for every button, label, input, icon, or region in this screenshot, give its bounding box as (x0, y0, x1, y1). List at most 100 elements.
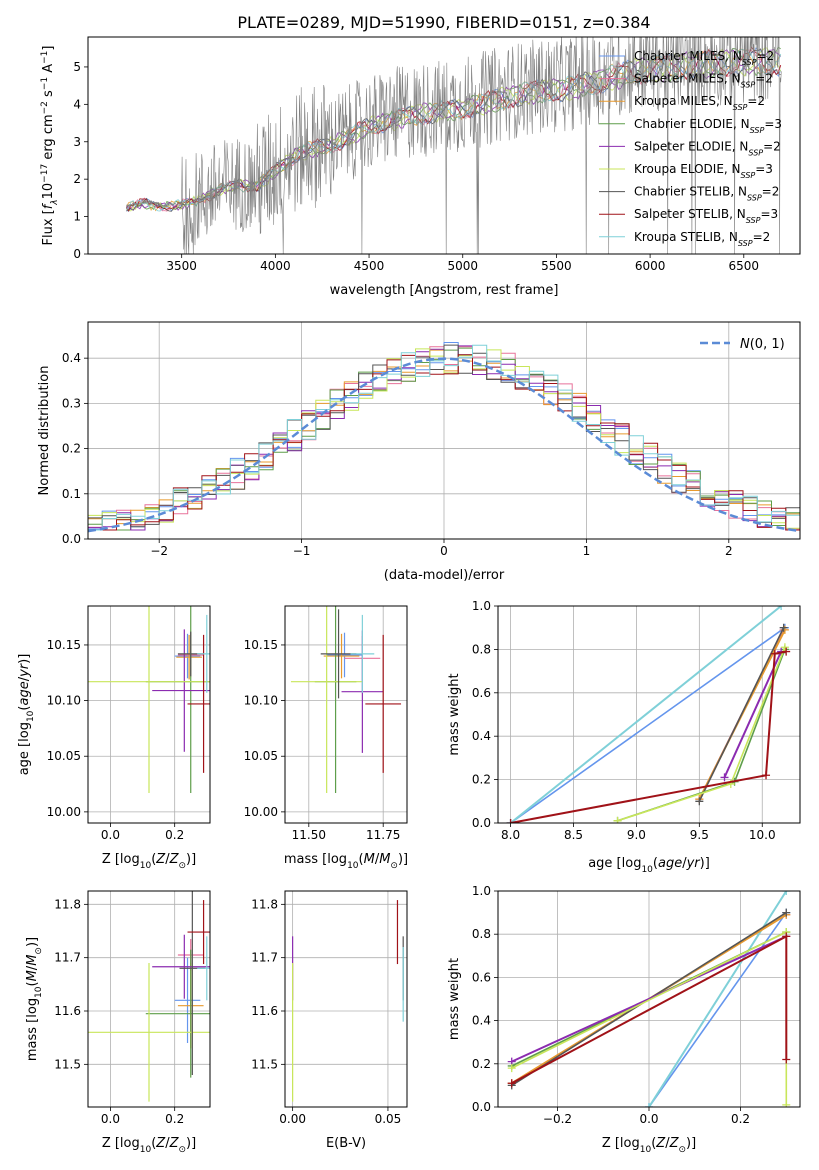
errorbar-point (152, 934, 210, 999)
errorbar-point (197, 936, 210, 1001)
mass_vs_ebv-plot-area (285, 891, 407, 1107)
errorbar-point (326, 632, 363, 678)
x-axis-label: Z [log10(Z/Z⊙)] (102, 852, 196, 871)
errorbar-point (290, 606, 363, 793)
massweight_vs_Z-marks (507, 891, 791, 1107)
massweight_vs_age-marks (506, 606, 791, 823)
x-axis-label: Z [log10(Z/Z⊙)] (102, 1136, 196, 1155)
y-tick-label: 10.15 (244, 638, 278, 652)
massweight_vs_Z-plot-area (498, 890, 800, 1108)
y-axis-label: Normed distribution (37, 366, 52, 496)
mass-weight-line (510, 650, 787, 823)
errorbar-point (187, 900, 210, 965)
legend: Chabrier MILES, NSSP=2 Salpeter MILES, NS… (599, 49, 782, 247)
x-tick-label: −2 (150, 544, 168, 558)
y-tick-label: 11.7 (251, 951, 278, 965)
spectrum-frame (87, 36, 801, 255)
mass-weight-line (510, 627, 786, 823)
mass-weight-marker (507, 1079, 516, 1088)
mass-weight-series (506, 647, 791, 823)
x-tick-label: 11.75 (366, 828, 400, 842)
x-axis-label: (data-model)/error (384, 568, 505, 583)
legend-label: Salpeter ELODIE, NSSP=2 (634, 139, 781, 157)
y-tick-label: 0.8 (472, 927, 491, 941)
y-tick-label: 0.6 (472, 970, 491, 984)
mass-weight-marker (720, 773, 729, 782)
y-tick-label: 10.10 (47, 694, 81, 708)
y-axis-label: Flux [fλ10−17 erg cm−2 s−1 A−1] (40, 46, 60, 246)
mass_vs_ebv-grid (285, 891, 407, 1107)
mass-weight-marker (645, 1103, 653, 1107)
y-tick-label: 0.4 (472, 1014, 491, 1028)
errorbar-point (187, 634, 210, 773)
y-tick-label: 5 (73, 60, 81, 74)
errorbar-point (145, 949, 210, 1078)
spectrum-marks (126, 37, 782, 254)
y-tick-label: 11.5 (54, 1057, 81, 1071)
errorbar-point (174, 957, 201, 1043)
y-tick-label: 1 (73, 210, 81, 224)
y-tick-label: 0.3 (62, 396, 81, 410)
y-tick-label: 10.15 (47, 638, 81, 652)
observed-spectrum-line (126, 37, 782, 254)
y-tick-label: 0.4 (62, 351, 81, 365)
x-tick-label: 0 (440, 544, 448, 558)
x-tick-label: 8.0 (501, 828, 520, 842)
mass_vs_ebv-panel: 0.00 0.05 11.5 11.6 11.7 11.8 E(B-V) (251, 890, 408, 1151)
x-tick-label: 9.5 (690, 828, 709, 842)
x-tick-label: 6000 (635, 259, 666, 273)
mass_vs_Z-frame (87, 890, 211, 1108)
errorbar-point (88, 963, 210, 1102)
errorbar-point (350, 614, 375, 693)
x-tick-label: 8.5 (564, 828, 583, 842)
y-tick-label: 0.4 (472, 729, 491, 743)
massweight_vs_age-panel: 8.0 8.5 9.0 9.5 10.0 0.0 0.2 0.4 0.6 0.8 1.0 age [l… (447, 599, 801, 875)
y-tick-label: 10.05 (244, 749, 278, 763)
y-tick-label: 10.00 (47, 805, 81, 819)
x-tick-label: 0.0 (101, 828, 120, 842)
x-tick-label: 0.0 (639, 1112, 658, 1126)
y-axis-label: mass [log10(M/M⊙)] (25, 937, 44, 1061)
age_vs_Z-marks (88, 606, 210, 793)
mass-weight-marker (777, 606, 786, 610)
mass-weight-line (723, 651, 783, 778)
y-tick-label: 11.5 (251, 1057, 278, 1071)
x-tick-label: 4000 (260, 259, 291, 273)
y-tick-label: 11.8 (251, 897, 278, 911)
y-tick-label: 10.00 (244, 805, 278, 819)
y-tick-label: 0 (73, 247, 81, 261)
y-tick-label: 1.0 (472, 599, 491, 613)
y-tick-label: 11.6 (54, 1004, 81, 1018)
mass-weight-marker (762, 771, 771, 780)
residuals-marks (88, 342, 800, 533)
x-tick-label: 0.2 (165, 1112, 184, 1126)
mass-weight-marker (695, 797, 704, 806)
x-tick-label: 6500 (729, 259, 760, 273)
mass-weight-marker (506, 819, 515, 823)
massweight_vs_Z-panel: −0.2 0.0 0.2 0.0 0.2 0.4 0.6 0.8 1.0 Z [log10(Z/Z… (447, 884, 801, 1155)
x-tick-label: −1 (293, 544, 311, 558)
residuals-panel: −2 −1 0 1 2 0.0 0.1 0.2 0.3 0.4 (data-model)/error… (37, 321, 801, 583)
mass-weight-marker (507, 1064, 516, 1073)
y-tick-label: 11.6 (251, 1004, 278, 1018)
mass-weight-line (509, 606, 782, 823)
mass-weight-marker (782, 647, 791, 656)
y-tick-label: 0.0 (472, 1100, 491, 1114)
mass-weight-series (507, 932, 791, 1088)
y-tick-label: 0.1 (62, 487, 81, 501)
x-tick-label: 0.0 (101, 1112, 120, 1126)
mass-weight-marker (780, 643, 789, 652)
mass-weight-marker (782, 1055, 791, 1064)
age_vs_mass-background (285, 606, 407, 823)
y-tick-label: 11.7 (54, 951, 81, 965)
residuals-frame (87, 321, 801, 540)
residuals-plot-area (88, 322, 800, 540)
x-tick-label: 1 (583, 544, 591, 558)
legend-label: Chabrier STELIB, NSSP=2 (634, 185, 779, 203)
age_vs_mass-frame (284, 605, 408, 824)
y-axis-label: age [log10(age/yr)] (17, 654, 36, 776)
y-tick-label: 0.2 (472, 1057, 491, 1071)
errorbar-point (197, 614, 210, 693)
y-tick-label: 3 (73, 135, 81, 149)
